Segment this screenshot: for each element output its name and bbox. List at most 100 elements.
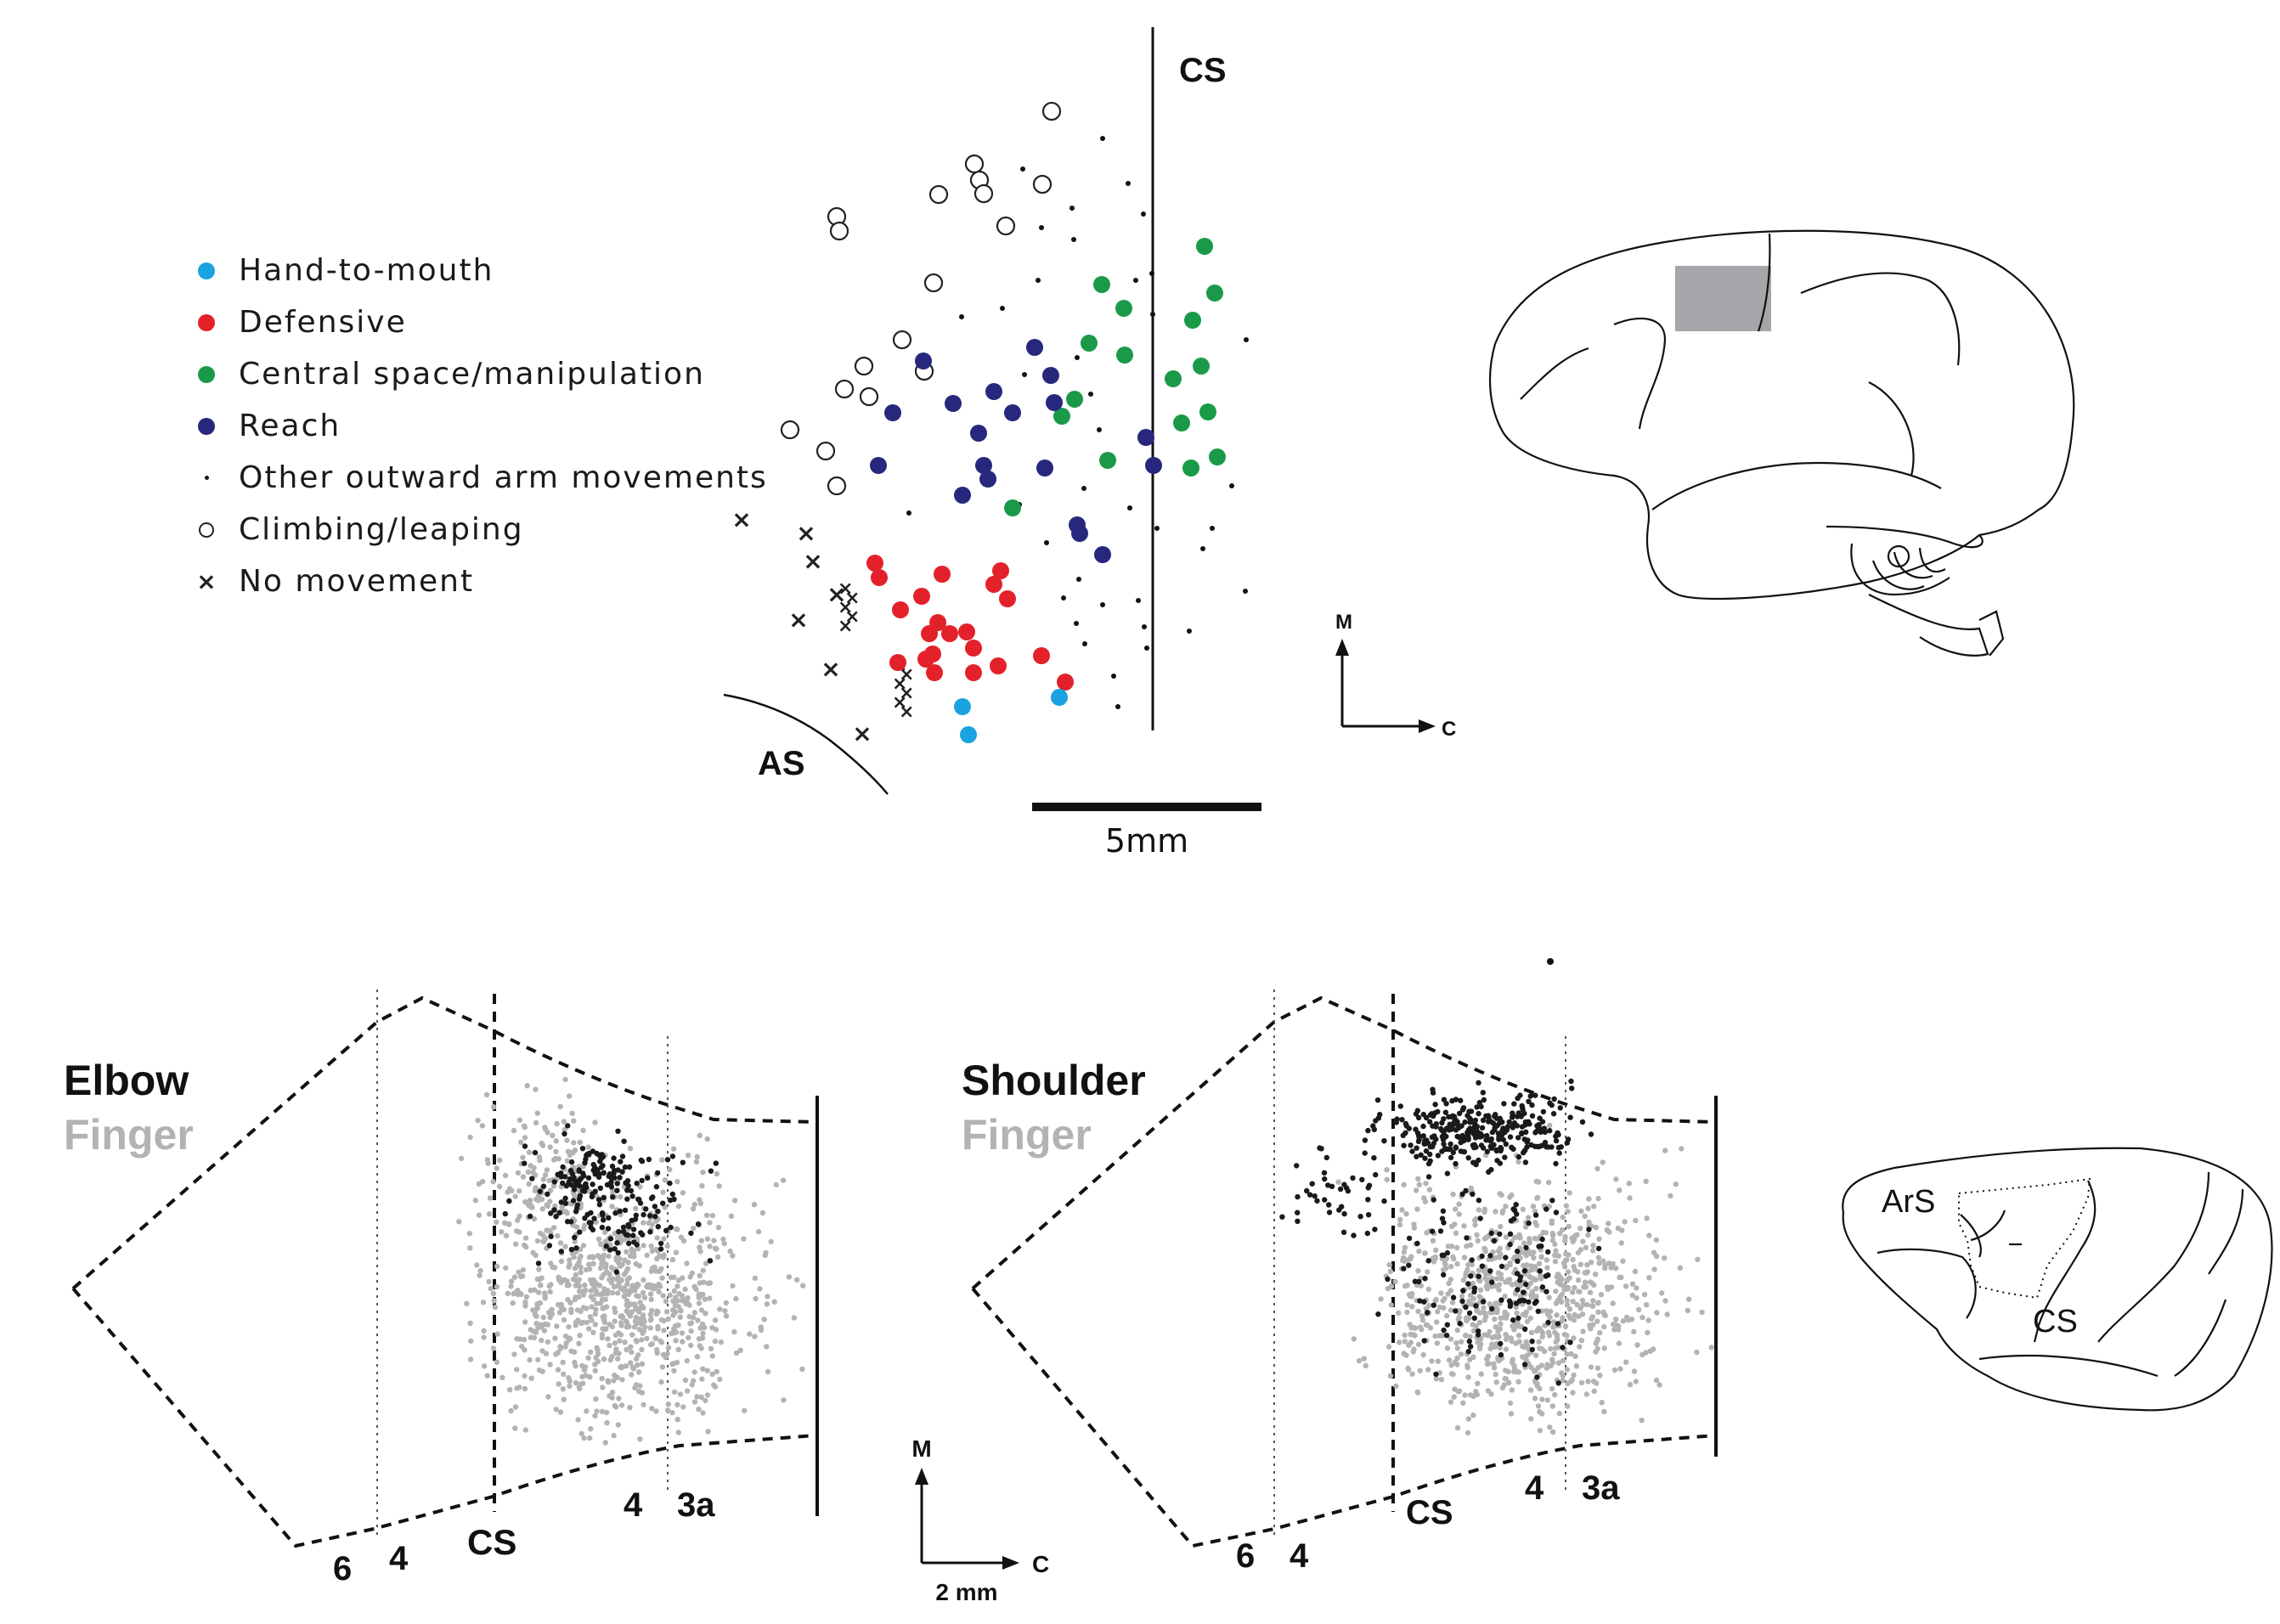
finger-point: [1448, 1336, 1454, 1342]
finger-point: [1413, 1187, 1419, 1193]
finger-point: [1590, 1298, 1596, 1304]
finger-point: [1512, 1321, 1519, 1328]
finger-point: [1600, 1258, 1606, 1264]
elbow-point: [565, 1123, 571, 1129]
finger-point: [660, 1189, 666, 1195]
other-outward-point: [1200, 546, 1205, 551]
shoulder-point: [1414, 1240, 1420, 1247]
finger-point: [1535, 1194, 1541, 1201]
finger-point: [1564, 1297, 1570, 1304]
elbow-point: [611, 1155, 617, 1161]
shoulder-point: [1341, 1210, 1347, 1217]
finger-point: [567, 1383, 573, 1390]
finger-point: [781, 1397, 787, 1403]
shoulder-point: [1459, 1298, 1465, 1305]
elbow-point: [667, 1180, 673, 1187]
shoulder-point: [1460, 1148, 1466, 1155]
finger-point: [612, 1350, 618, 1356]
finger-point: [699, 1335, 706, 1341]
finger-point: [522, 1319, 528, 1325]
shoulder-point: [1539, 1119, 1546, 1125]
shoulder-point: [1425, 1174, 1432, 1180]
orientation-arrows-top: M C: [1335, 611, 1456, 741]
finger-point: [1448, 1362, 1454, 1368]
elbow-point: [625, 1232, 631, 1238]
shoulder-point: [1526, 1299, 1532, 1305]
finger-point: [604, 1269, 610, 1275]
finger-point: [786, 1274, 793, 1280]
shoulder-point: [1489, 1279, 1495, 1285]
elbow-point: [680, 1159, 686, 1165]
finger-point: [1570, 1390, 1576, 1396]
finger-point: [1405, 1365, 1411, 1372]
finger-point: [730, 1283, 736, 1289]
finger-point: [1544, 1397, 1551, 1403]
finger-point: [1615, 1225, 1622, 1232]
finger-point: [1668, 1193, 1673, 1199]
central-space-point: [1053, 408, 1070, 425]
shoulder-point: [1329, 1183, 1335, 1190]
no-movement-mark: ×: [827, 580, 846, 608]
finger-point: [699, 1321, 706, 1328]
elbow-point: [558, 1199, 564, 1205]
finger-point: [545, 1394, 551, 1400]
shoulder-point: [1515, 1258, 1521, 1265]
finger-point: [530, 1249, 536, 1256]
finger-point: [715, 1225, 722, 1231]
elbow-point: [688, 1230, 694, 1237]
finger-point: [703, 1260, 709, 1266]
finger-point: [572, 1266, 578, 1272]
shoulder-point: [1442, 1109, 1449, 1115]
finger-point: [1474, 1232, 1480, 1238]
finger-point: [1662, 1255, 1668, 1261]
finger-point: [592, 1367, 598, 1374]
finger-point: [558, 1301, 565, 1308]
finger-point: [554, 1351, 560, 1356]
elbow-point: [619, 1169, 625, 1175]
finger-point: [1453, 1230, 1459, 1237]
finger-point: [1595, 1255, 1602, 1260]
finger-point: [1494, 1307, 1500, 1313]
finger-point: [480, 1300, 487, 1305]
finger-point: [1536, 1339, 1542, 1345]
elbow-point: [573, 1245, 579, 1251]
elbow-point: [632, 1216, 639, 1222]
shoulder-point: [1431, 1302, 1437, 1308]
finger-point: [1420, 1351, 1426, 1358]
elbow-point: [551, 1207, 557, 1213]
finger-point: [519, 1344, 525, 1350]
finger-point: [1351, 1336, 1357, 1342]
finger-point: [1408, 1339, 1414, 1345]
finger-point: [800, 1283, 806, 1288]
finger-point: [522, 1135, 528, 1141]
finger-point: [675, 1429, 681, 1435]
finger-point: [599, 1408, 606, 1415]
finger-point: [648, 1296, 654, 1303]
finger-point: [635, 1369, 642, 1375]
shoulder-point: [1487, 1268, 1493, 1274]
other-outward-point: [1100, 602, 1105, 607]
finger-point: [1448, 1399, 1454, 1405]
finger-point: [1593, 1340, 1599, 1346]
legend-label-climbing: Climbing/leaping: [239, 512, 524, 547]
finger-point: [751, 1201, 758, 1208]
elbow-point: [630, 1226, 637, 1232]
finger-point: [1430, 1238, 1436, 1244]
finger-point: [490, 1290, 497, 1297]
finger-point: [712, 1338, 719, 1345]
shoulder-point: [1312, 1193, 1318, 1199]
elbow-point: [622, 1164, 629, 1170]
shoulder-point: [1401, 1142, 1407, 1148]
finger-point: [1552, 1391, 1558, 1398]
finger-point: [1595, 1195, 1601, 1202]
finger-point: [574, 1224, 580, 1230]
shoulder-point: [1443, 1125, 1450, 1131]
elbow-point: [652, 1214, 658, 1220]
finger-point: [558, 1258, 565, 1265]
finger-point: [1440, 1333, 1446, 1339]
finger-point: [534, 1276, 540, 1283]
finger-point: [527, 1356, 533, 1363]
finger-point: [1532, 1396, 1538, 1401]
shoulder-point: [1513, 1300, 1520, 1306]
